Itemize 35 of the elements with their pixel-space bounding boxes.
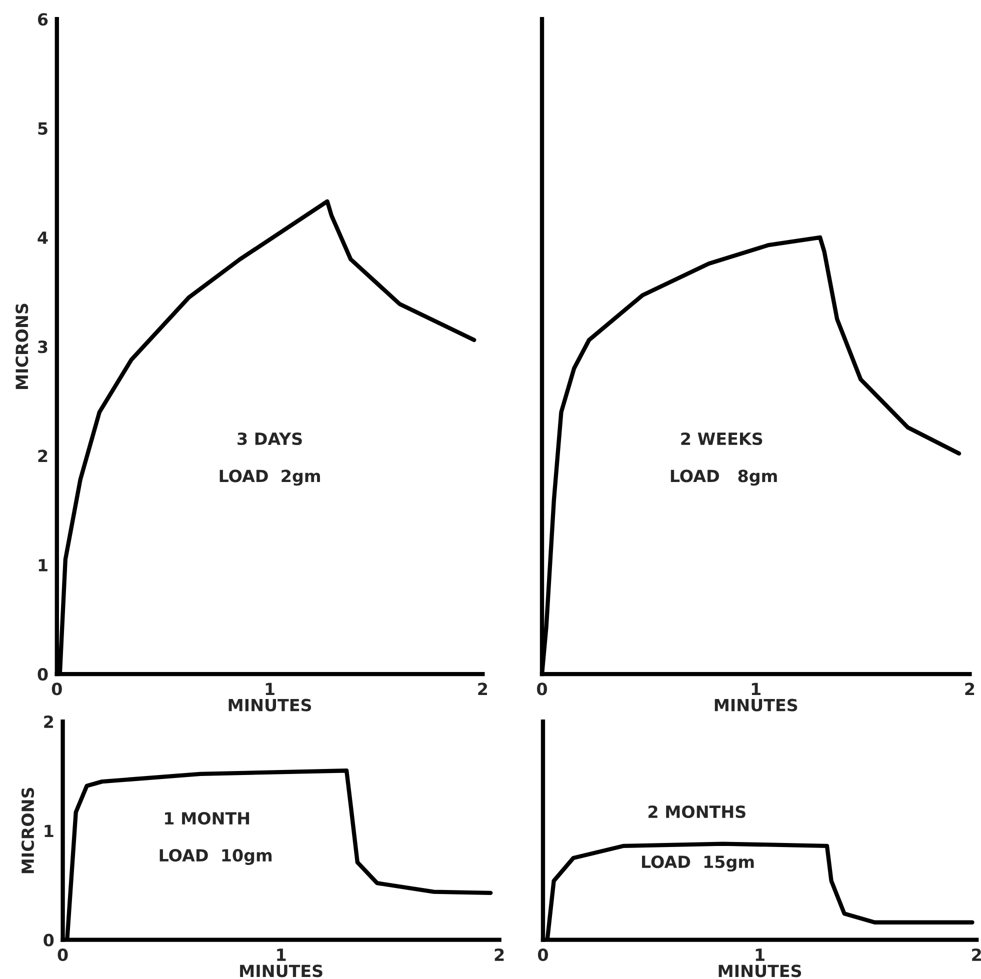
y-tick-label: 2 <box>44 715 54 728</box>
y-tick-label: 5 <box>38 122 48 135</box>
y-tick-label: 1 <box>44 824 54 838</box>
annotation: LOAD 2gm <box>220 470 320 486</box>
annotation: 2 MONTHS <box>648 805 746 818</box>
x-axis-title: MINUTES <box>718 964 802 978</box>
y-tick-label: 0 <box>38 668 48 681</box>
y-tick-label: 1 <box>38 559 48 572</box>
x-tick-label: 1 <box>752 682 761 696</box>
x-axis-title: MINUTES <box>240 964 322 978</box>
y-tick-label: 0 <box>44 934 54 946</box>
x-axis-title: MINUTES <box>228 698 312 712</box>
x-axis-title: MINUTES <box>714 698 798 712</box>
x-tick-label: 1 <box>266 682 274 696</box>
y-tick-label: 2 <box>38 450 48 462</box>
y-axis-title: MICRONS <box>16 304 28 390</box>
annotation: LOAD 8gm <box>670 470 777 486</box>
annotation: 3 DAYS <box>238 432 302 446</box>
x-tick-label: 0 <box>538 948 548 962</box>
y-tick-label: 6 <box>38 13 48 26</box>
y-axis-title: MICRONS <box>21 788 34 874</box>
x-tick-label: 0 <box>537 682 548 696</box>
annotation: 1 MONTH <box>165 812 250 825</box>
annotation: LOAD 10gm <box>160 848 272 865</box>
x-tick-label: 2 <box>972 948 981 961</box>
x-tick-label: 0 <box>58 948 68 962</box>
x-tick-label: 1 <box>277 948 286 961</box>
x-tick-label: 2 <box>494 948 504 961</box>
x-tick-label: 1 <box>756 948 764 961</box>
annotation: 2 WEEKS <box>681 432 762 446</box>
annotation: LOAD 15gm <box>642 856 754 872</box>
y-tick-label: 4 <box>38 232 48 244</box>
x-tick-label: 2 <box>965 682 974 696</box>
x-tick-label: 2 <box>478 682 487 696</box>
y-tick-label: 3 <box>38 340 48 354</box>
